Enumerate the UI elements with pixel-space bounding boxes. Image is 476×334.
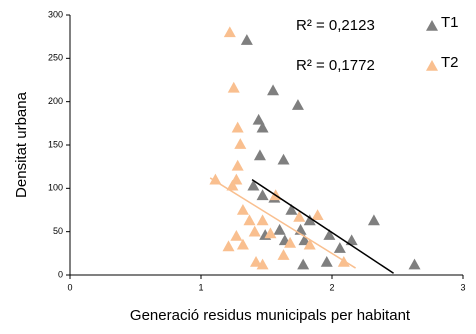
- point: [264, 227, 277, 239]
- point: [247, 179, 260, 191]
- point: [226, 179, 239, 191]
- y-tick-label: 50: [53, 226, 63, 236]
- point: [253, 149, 266, 161]
- x-tick-label: 1: [198, 282, 203, 292]
- y-tick-label: 250: [48, 53, 63, 63]
- point: [256, 121, 269, 133]
- point: [231, 159, 244, 171]
- point: [230, 230, 243, 241]
- point: [209, 173, 222, 185]
- point: [333, 242, 346, 253]
- y-tick-label: 300: [48, 9, 63, 19]
- x-tick-label: 3: [460, 282, 465, 292]
- x-tick-label: 0: [67, 282, 72, 292]
- point: [256, 258, 269, 270]
- point: [236, 204, 249, 215]
- r-squared: R² = 0,2123: [296, 17, 375, 34]
- point: [234, 138, 247, 149]
- point: [293, 210, 306, 222]
- point: [320, 256, 333, 267]
- point: [291, 99, 304, 110]
- r-squared: R² = 0,1772: [296, 57, 375, 74]
- point: [277, 153, 290, 165]
- trend-line: [209, 177, 356, 269]
- point: [367, 214, 380, 226]
- point: [252, 113, 265, 125]
- point: [240, 34, 253, 45]
- point: [236, 238, 249, 250]
- y-tick-label: 0: [58, 269, 63, 279]
- legend-label: T2: [441, 54, 459, 71]
- point: [231, 121, 244, 133]
- point: [256, 214, 269, 226]
- y-tick-label: 150: [48, 139, 63, 149]
- point: [277, 249, 290, 260]
- point: [303, 238, 316, 250]
- point: [250, 256, 263, 267]
- point: [298, 234, 311, 246]
- point: [256, 189, 269, 201]
- point: [408, 258, 421, 270]
- point: [311, 209, 324, 220]
- point: [243, 214, 256, 226]
- point: [248, 225, 261, 237]
- point: [297, 258, 310, 270]
- point: [267, 84, 280, 96]
- point: [223, 26, 236, 38]
- legend-marker: [426, 20, 438, 31]
- point: [227, 81, 240, 93]
- point: [273, 223, 286, 235]
- legend-label: T1: [441, 14, 459, 31]
- legend-marker: [426, 60, 438, 71]
- point: [323, 229, 336, 240]
- x-tick-label: 2: [329, 282, 334, 292]
- point: [284, 236, 297, 248]
- y-axis-title: Densitat urbana: [13, 91, 30, 198]
- point: [222, 240, 235, 252]
- trend-line: [251, 179, 394, 274]
- point: [285, 204, 298, 215]
- point: [303, 214, 316, 226]
- x-axis-title: Generació residus municipals per habitan…: [130, 307, 411, 324]
- y-tick-label: 200: [48, 96, 63, 106]
- y-tick-label: 100: [48, 183, 63, 193]
- point: [345, 234, 358, 246]
